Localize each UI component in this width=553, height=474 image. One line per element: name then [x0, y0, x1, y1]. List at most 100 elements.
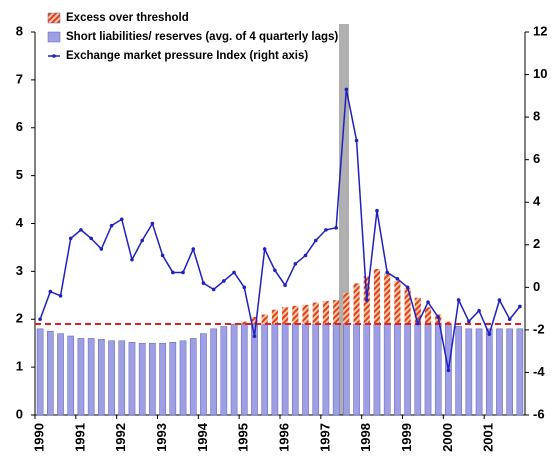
x-tick-label: 1995	[236, 423, 251, 452]
line-point	[467, 319, 471, 324]
line-point	[487, 332, 492, 336]
y-tick-label: 2	[16, 311, 23, 326]
bar	[465, 328, 473, 416]
y-tick-label: 1	[16, 359, 23, 374]
bar	[77, 338, 85, 416]
line-point	[232, 270, 236, 275]
line-point	[252, 334, 257, 339]
bar	[108, 340, 115, 416]
crisis-shading	[339, 24, 349, 415]
line-point	[160, 253, 165, 258]
x-tick-label: 1992	[113, 423, 128, 452]
bar	[343, 323, 350, 416]
legend-swatch	[52, 54, 56, 58]
excess-bar	[271, 309, 278, 325]
line-point	[303, 253, 308, 258]
line-point	[130, 257, 134, 262]
bar	[424, 323, 432, 416]
bar	[210, 328, 217, 416]
excess-bar	[414, 297, 421, 325]
excess-bar	[333, 300, 340, 325]
bar	[47, 330, 54, 416]
x-tick-label: 1994	[195, 422, 210, 452]
line-point	[242, 285, 247, 290]
bar	[169, 341, 177, 416]
y2-tick-label: 12	[533, 23, 547, 38]
bar	[475, 328, 483, 416]
y2-tick-label: 8	[533, 109, 540, 124]
x-tick-label: 1990	[32, 423, 47, 452]
line-point	[262, 247, 267, 251]
line	[39, 89, 521, 371]
bar	[322, 323, 330, 416]
line-point	[150, 221, 155, 226]
y2-tick-label: 4	[533, 194, 541, 209]
line-point	[181, 270, 185, 275]
y2-tick-label: 2	[533, 236, 540, 251]
x-tick-label: 1996	[277, 423, 292, 452]
line-point	[324, 228, 328, 232]
bar	[363, 323, 371, 416]
line-point	[222, 279, 226, 283]
line-point	[518, 304, 522, 309]
bar	[496, 328, 503, 416]
line-point	[140, 238, 144, 243]
line-point	[109, 223, 114, 228]
bar	[230, 323, 238, 416]
line-point	[385, 270, 389, 275]
line-point	[446, 368, 451, 373]
bar	[292, 323, 299, 416]
line-point	[313, 238, 318, 243]
bar	[373, 323, 381, 416]
y-tick-label: 0	[16, 406, 23, 421]
bar	[179, 340, 187, 416]
line-point	[456, 298, 461, 302]
bar	[57, 333, 64, 416]
legend-swatch	[47, 12, 61, 24]
line-point	[79, 228, 83, 232]
bar	[261, 323, 268, 416]
bar	[353, 323, 360, 416]
bar	[118, 340, 126, 416]
bar	[67, 335, 75, 416]
line-point	[344, 87, 349, 92]
legend-swatch	[47, 31, 61, 43]
line-point	[375, 208, 379, 213]
excess-bar	[322, 301, 329, 325]
excess-bar	[261, 314, 268, 325]
line-point	[191, 247, 196, 251]
line-point	[497, 298, 502, 302]
bar	[240, 323, 248, 416]
excess-bar	[302, 304, 309, 325]
line-point	[38, 317, 42, 322]
bar	[302, 323, 309, 416]
y-tick-label: 6	[16, 119, 23, 134]
excess-bar	[312, 302, 319, 325]
bar	[271, 323, 279, 416]
line-point	[283, 283, 287, 288]
bar	[516, 328, 524, 416]
bar	[200, 333, 207, 416]
y-tick-label: 5	[16, 167, 23, 182]
bar	[128, 341, 136, 416]
bar	[159, 342, 166, 416]
y-tick-label: 3	[16, 263, 23, 278]
line-point	[477, 308, 481, 313]
line-point	[119, 217, 124, 222]
line-point	[48, 289, 53, 294]
line-point	[334, 225, 338, 230]
bar	[36, 328, 44, 416]
excess-bar	[353, 283, 360, 325]
y2-tick-label: 10	[533, 66, 547, 81]
excess-bar	[343, 292, 350, 325]
y-tick-label: 7	[16, 71, 23, 86]
x-tick-label: 2000	[440, 423, 455, 452]
line-point	[58, 294, 63, 298]
bar	[281, 323, 289, 416]
bar	[383, 323, 391, 416]
line-point	[89, 236, 93, 241]
excess-bar	[394, 280, 401, 325]
y2-tick-label: 0	[533, 279, 540, 294]
excess-bar	[251, 316, 258, 325]
